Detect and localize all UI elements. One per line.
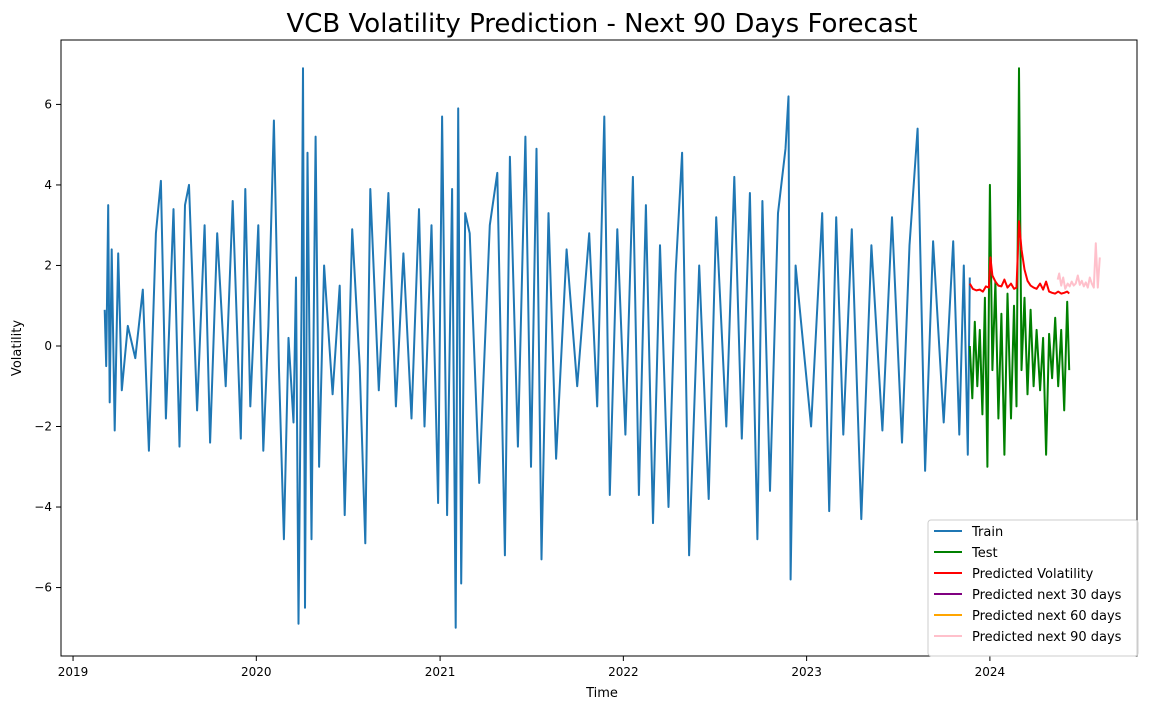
legend-label: Predicted next 30 days (972, 588, 1122, 603)
y-tick-label: 0 (44, 339, 52, 353)
legend-label: Predicted next 90 days (972, 630, 1122, 645)
y-tick-label: 6 (44, 97, 52, 111)
y-axis-label: Volatility (10, 320, 25, 376)
legend-box (927, 519, 1139, 657)
legend-label: Train (971, 525, 1003, 540)
series-layer (103, 67, 1101, 629)
legend-label: Test (971, 546, 998, 561)
axes-layer: 2019 2020 2021 2022 2023 2024 −6 −4 −2 0 2 4 6 (34, 39, 1138, 679)
y-tick-label: −2 (34, 420, 52, 434)
y-tick-label: −4 (34, 500, 52, 514)
y-tick-label: 4 (44, 178, 52, 192)
y-tick-label: −6 (34, 581, 52, 595)
legend-label: Predicted Volatility (972, 567, 1094, 582)
series-line-0 (103, 67, 971, 629)
x-tick-label: 2021 (425, 665, 456, 679)
x-tick-label: 2024 (975, 665, 1006, 679)
chart-legend: Train Test Predicted Volatility Predicted n… (927, 519, 1139, 657)
series-line-2 (968, 220, 1070, 295)
x-tick-label: 2019 (58, 665, 89, 679)
x-axis-label: Time (585, 686, 618, 701)
legend-label: Predicted next 60 days (972, 609, 1122, 624)
x-tick-label: 2020 (241, 665, 272, 679)
plot-frame (60, 39, 1138, 657)
chart-title: VCB Volatility Prediction - Next 90 Days… (286, 9, 917, 39)
y-tick-label: 2 (44, 258, 52, 272)
series-line-5 (1056, 242, 1101, 290)
x-tick-label: 2023 (791, 665, 822, 679)
x-tick-label: 2022 (608, 665, 639, 679)
